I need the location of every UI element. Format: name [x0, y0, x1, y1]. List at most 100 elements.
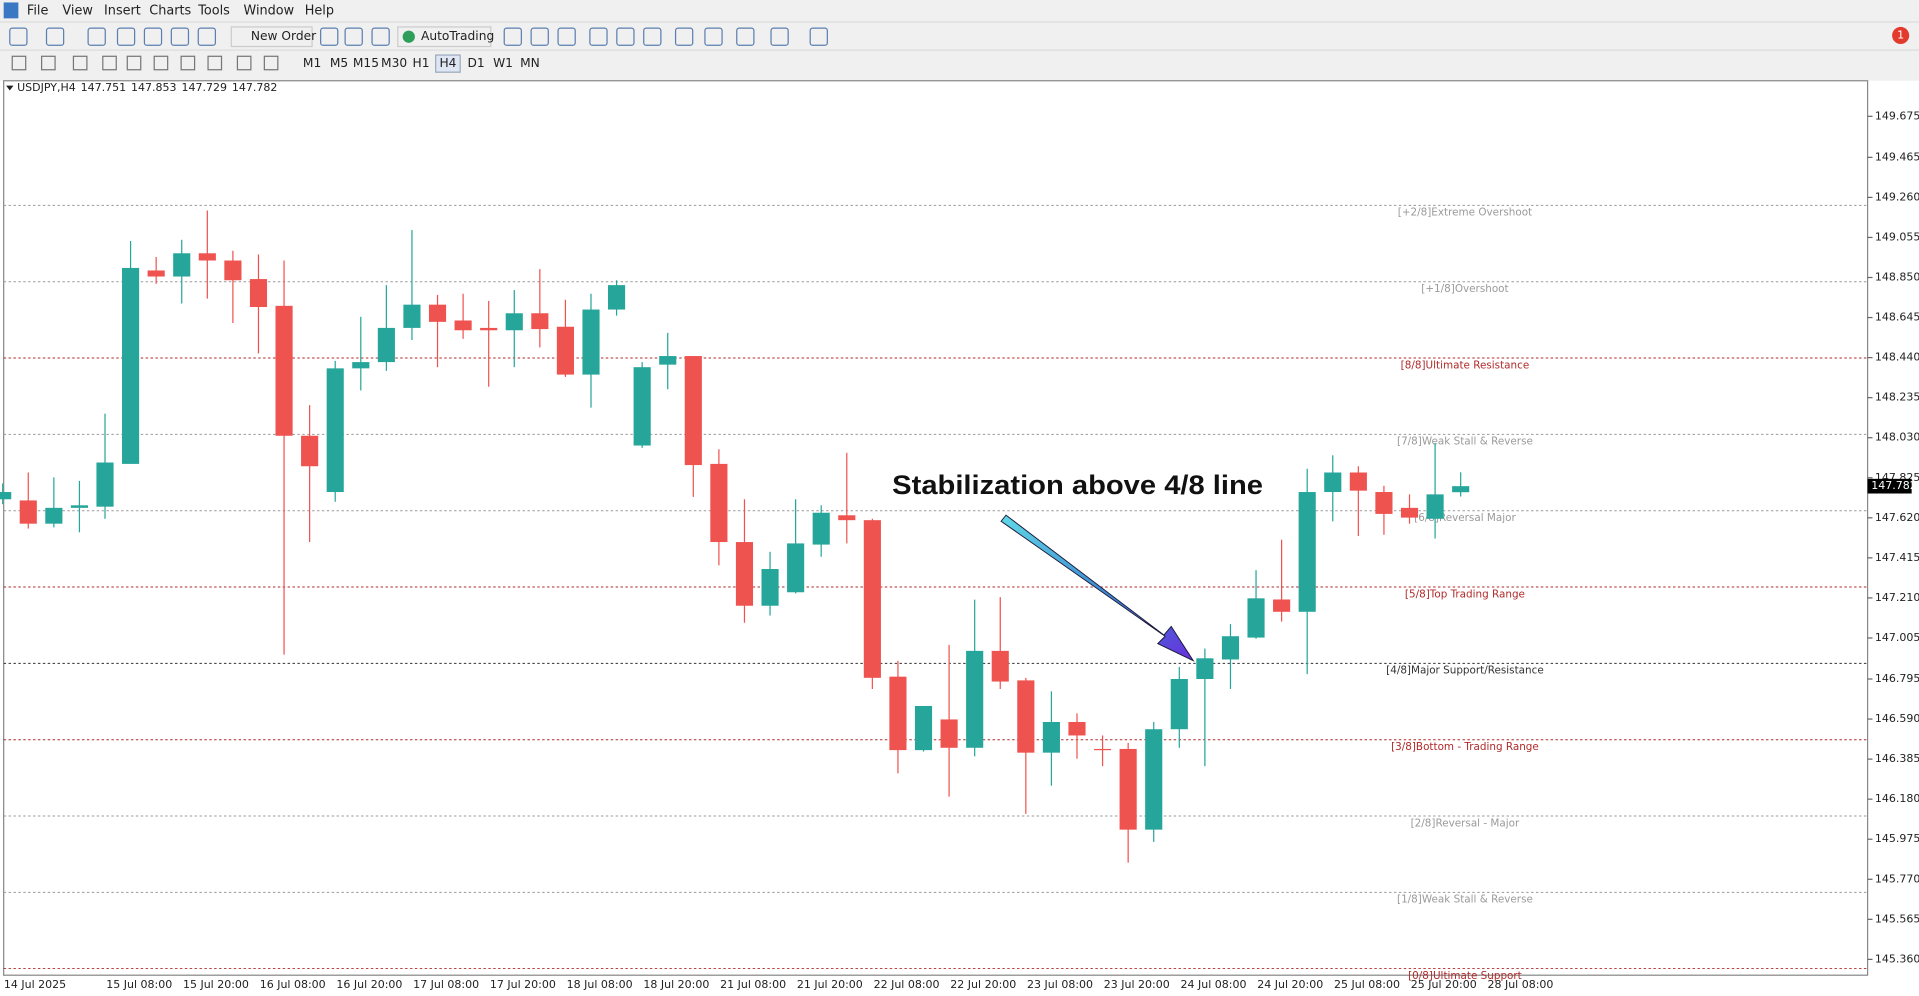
x-tick-label: 22 Jul 08:00: [874, 978, 940, 991]
candle-body: [1042, 721, 1060, 753]
toolbar-icon[interactable]: [770, 27, 789, 46]
new-order-label[interactable]: New Order: [251, 29, 317, 43]
candle-body: [1068, 721, 1086, 736]
chart-area: [3, 80, 1869, 976]
candle-body: [1170, 679, 1188, 730]
tool-icon[interactable]: [263, 55, 279, 71]
candle-body: [1145, 729, 1163, 830]
tool-icon[interactable]: [40, 55, 56, 71]
autotrading-label[interactable]: AutoTrading: [421, 29, 494, 43]
toolbar-icon[interactable]: [736, 27, 755, 46]
murrey-label: [0/8]Ultimate Support: [1408, 970, 1522, 982]
menu-item[interactable]: Tools: [197, 4, 230, 19]
tool-icon[interactable]: [180, 55, 196, 71]
timeframe[interactable]: M15: [353, 56, 379, 70]
timeframe[interactable]: D1: [467, 56, 484, 70]
y-tick-label: 145.360: [1875, 952, 1919, 965]
toolbar-icon[interactable]: [116, 27, 136, 46]
x-tick-label: 16 Jul 20:00: [336, 978, 402, 991]
toolbar-icon[interactable]: [616, 27, 635, 46]
toolbar-icon[interactable]: [320, 27, 339, 46]
tool-icon[interactable]: [11, 55, 27, 71]
candle-body: [301, 435, 319, 467]
x-tick-label: 16 Jul 08:00: [260, 978, 326, 991]
y-tick-label: 148.235: [1875, 391, 1919, 404]
tool-icon[interactable]: [72, 55, 88, 71]
notification-badge[interactable]: [1892, 26, 1910, 45]
timeframe[interactable]: M1: [303, 56, 321, 70]
x-tick-label: 25 Jul 20:00: [1411, 978, 1477, 991]
menu-item[interactable]: View: [62, 4, 92, 19]
menu-item[interactable]: File: [27, 4, 49, 19]
toolbar-icon[interactable]: [87, 27, 106, 46]
menu-item[interactable]: Charts: [149, 4, 191, 19]
candle-body: [45, 507, 63, 524]
y-tick-label: 149.465: [1875, 150, 1919, 163]
candle-body: [787, 543, 805, 593]
tool-icon[interactable]: [207, 55, 223, 71]
toolbar-icon[interactable]: [557, 27, 576, 46]
candle-body: [838, 515, 856, 521]
autotrading-button[interactable]: [397, 26, 492, 48]
timeframe[interactable]: MN: [520, 56, 540, 70]
toolbar-icon[interactable]: [371, 27, 390, 46]
y-tick-label: 146.385: [1875, 752, 1919, 765]
candle-body: [1221, 636, 1240, 660]
timeframe[interactable]: M5: [330, 56, 348, 70]
toolbar-icon[interactable]: [9, 27, 28, 46]
toolbar-icon[interactable]: [704, 27, 723, 46]
murrey-label: [8/8]Ultimate Resistance: [1401, 359, 1530, 371]
toolbar-icon[interactable]: [344, 27, 363, 46]
menu-item[interactable]: Help: [305, 4, 334, 19]
murrey-label: [+1/8]Overshoot: [1421, 283, 1508, 295]
open: 147.751: [81, 81, 127, 94]
tool-icon[interactable]: [126, 55, 142, 71]
timeframe[interactable]: W1: [493, 56, 513, 70]
x-tick-label: 23 Jul 20:00: [1104, 978, 1170, 991]
x-tick-label: 15 Jul 20:00: [183, 978, 249, 991]
tool-icon[interactable]: [153, 55, 169, 71]
candle-body: [582, 309, 600, 375]
plot: 149.675 149.465 149.260 149.055 148.850 148.6…: [0, 109, 1919, 991]
candle-body: [352, 362, 370, 369]
toolbar-icon[interactable]: [143, 27, 163, 46]
menu-item[interactable]: Insert: [104, 4, 141, 19]
toolbar-icon[interactable]: [674, 27, 694, 46]
toolbar-icon[interactable]: [170, 27, 190, 46]
menu-item[interactable]: Window: [244, 4, 295, 19]
x-tick-label: 14 Jul 2025: [4, 978, 66, 991]
timeframe[interactable]: M30: [381, 56, 407, 70]
timeframe[interactable]: H4: [439, 56, 456, 70]
candle-body: [403, 304, 421, 328]
toolbar-icon[interactable]: [589, 27, 608, 46]
candle-body: [633, 367, 651, 446]
candle-body: [377, 327, 395, 363]
murrey-label: [5/8]Top Trading Range: [1405, 588, 1525, 600]
candle-body: [1349, 472, 1367, 491]
y-tick-label: 148.645: [1875, 311, 1919, 324]
menu-bar: File View Insert Charts Tools Window Help: [3, 2, 334, 19]
candle-body: [608, 285, 626, 310]
candle-body: [70, 505, 88, 508]
candle-body: [249, 279, 268, 308]
candle-body: [889, 676, 907, 751]
notification-count: 1: [1897, 28, 1904, 41]
candle-body: [710, 463, 728, 543]
toolbar-icon[interactable]: [45, 27, 65, 46]
x-tick-label: 15 Jul 08:00: [106, 978, 172, 991]
tool-icon[interactable]: [236, 55, 252, 71]
toolbar-icon[interactable]: [643, 27, 662, 46]
timeframe[interactable]: H1: [413, 56, 430, 70]
new-order-button[interactable]: [230, 26, 313, 48]
toolbar-icon[interactable]: [530, 27, 549, 46]
y-tick-label: 146.590: [1875, 712, 1919, 725]
x-tick-label: 18 Jul 08:00: [567, 978, 633, 991]
toolbar-icon[interactable]: [809, 27, 828, 46]
y-tick-label: 145.770: [1875, 872, 1919, 885]
toolbar-icon[interactable]: [197, 27, 217, 46]
toolbar-icon[interactable]: [503, 27, 522, 46]
app-icon: [3, 2, 19, 19]
murrey-label: [2/8]Reversal - Major: [1411, 817, 1520, 829]
tool-icon[interactable]: [102, 55, 117, 71]
